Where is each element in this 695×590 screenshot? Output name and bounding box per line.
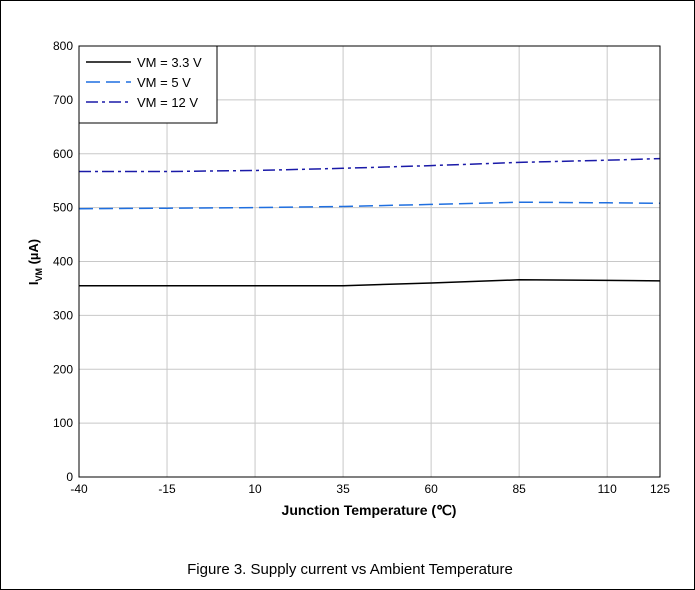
- x-tick-label: 110: [598, 482, 617, 496]
- x-tick-label: 10: [248, 482, 262, 496]
- y-tick-label: 400: [53, 255, 73, 269]
- y-tick-label: 800: [53, 39, 73, 53]
- legend-label-1: VM = 3.3 V: [137, 55, 202, 70]
- x-tick-labels: -40 -15 10 35 60 85 110 125: [70, 482, 670, 496]
- x-tick-label: 125: [650, 482, 670, 496]
- y-tick-label: 0: [66, 470, 73, 484]
- legend-box: [78, 45, 218, 124]
- x-tick-label: -40: [70, 482, 88, 496]
- x-tick-label: 35: [336, 482, 350, 496]
- series-lines: [78, 157, 661, 287]
- x-axis-label: Junction Temperature (℃): [282, 502, 457, 518]
- y-axis-label-main: I: [26, 282, 41, 286]
- series-line-2: [78, 201, 661, 210]
- y-axis-label-sub: VM: [34, 268, 44, 282]
- x-tick-label: 85: [512, 482, 526, 496]
- y-tick-label: 600: [53, 147, 73, 161]
- series-line-3: [79, 157, 661, 173]
- y-tick-label: 200: [53, 362, 73, 376]
- y-tick-label: 100: [53, 416, 73, 430]
- y-tick-labels: 0 100 200 300 400 500 600 700 800: [53, 39, 73, 484]
- plot-border: [78, 45, 661, 478]
- y-axis-label: IVM (µA): [26, 239, 44, 285]
- y-axis-label-unit: (µA): [26, 239, 41, 268]
- series-line-1: [79, 279, 661, 287]
- legend-label-2: VM = 5 V: [137, 75, 191, 90]
- y-tick-label: 700: [53, 93, 73, 107]
- y-tick-label: 500: [53, 201, 73, 215]
- x-tick-label: -15: [158, 482, 176, 496]
- figure-caption: Figure 3. Supply current vs Ambient Temp…: [187, 561, 513, 578]
- legend-label-3: VM = 12 V: [137, 95, 198, 110]
- x-tick-label: 60: [424, 482, 438, 496]
- y-tick-label: 300: [53, 308, 73, 322]
- legend: VM = 3.3 V VM = 5 V VM = 12 V: [78, 45, 218, 124]
